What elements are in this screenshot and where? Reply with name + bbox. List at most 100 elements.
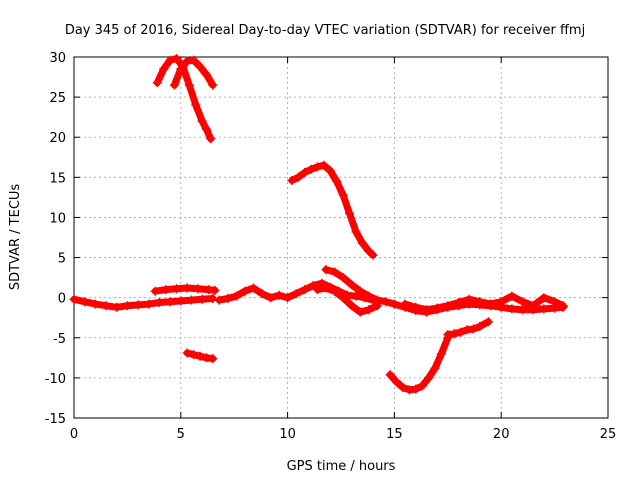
data-point [539,304,549,314]
data-point [122,301,132,311]
data-point [182,56,192,66]
data-point [486,299,495,309]
series-trace [288,161,377,259]
data-point [321,265,331,275]
data-point [214,295,224,305]
data-point [80,297,90,307]
data-point [172,284,181,294]
data-point [208,294,218,303]
data-point [206,134,216,144]
data-point [338,190,348,200]
series-trace [386,334,452,394]
data-point [518,305,528,315]
data-point [313,285,322,295]
series-arc-12 [400,291,568,315]
data-point [189,55,199,65]
data-point [191,100,201,110]
data-point [182,283,192,293]
data-point [392,377,401,387]
data-point [313,162,322,172]
series-trace [401,292,567,314]
x-tick-label: 20 [493,427,510,442]
data-point [351,227,361,237]
data-point [197,294,207,304]
data-point [257,289,267,299]
y-tick-label: 30 [49,51,66,66]
series-arc-3 [182,348,218,364]
data-point [351,291,361,301]
data-point [321,283,331,293]
data-point [330,286,340,296]
data-point [291,289,301,299]
data-point [133,300,143,310]
series-arc-4 [287,160,378,260]
data-point [248,283,258,293]
data-point [411,384,421,394]
y-tick-label: 0 [58,292,66,307]
data-point [154,298,164,307]
y-tick-label: 5 [58,252,66,267]
data-point [449,329,459,339]
series-trace [153,55,215,143]
data-point [330,267,340,277]
data-point [355,307,365,317]
data-point [197,116,207,126]
data-point [161,285,171,295]
data-point [443,301,453,311]
data-point [454,298,463,307]
data-point [189,350,199,360]
data-point [357,238,367,248]
data-point [287,176,297,185]
data-point [364,291,374,301]
series-arc-6 [443,317,493,340]
y-tick-label: -15 [45,412,66,427]
data-point [266,293,275,303]
data-point [539,293,549,303]
data-point [90,299,100,309]
y-tick-label: 10 [49,211,66,226]
data-point [165,55,175,65]
data-point [101,301,111,311]
data-point [338,293,348,303]
data-point [347,280,357,290]
data-point [496,297,506,307]
series-arc-2 [169,55,218,90]
data-point [368,250,378,260]
data-point [283,293,293,303]
data-point [325,166,335,176]
x-tick-label: 5 [177,427,185,442]
data-point [306,164,316,174]
plot-frame [73,56,609,419]
data-point [308,281,318,291]
x-axis-ticks: 0 5 10 15 20 25 [70,57,616,442]
data-point [430,363,440,373]
data-point [345,208,354,218]
x-tick-label: 25 [600,427,617,442]
data-point [518,297,528,307]
data-point [176,296,186,306]
data-point [172,54,181,64]
data-point [558,301,568,311]
series-arc-7 [69,294,218,312]
data-point [417,381,427,391]
data-point [195,351,205,361]
series-arc-5 [385,333,453,395]
data-point [421,305,431,315]
data-marks [69,54,568,395]
data-point [398,383,408,392]
data-point [176,64,186,74]
y-tick-label: -10 [45,372,66,387]
y-axis-ticks: -15 -10 -5 0 5 10 15 20 25 30 [45,51,608,427]
data-point [274,290,284,300]
y-tick-label: 15 [49,171,66,186]
y-tick-label: 20 [49,131,66,146]
data-point [462,325,472,335]
data-point [159,64,169,74]
data-point [223,294,233,303]
data-point [475,297,485,307]
data-point [389,299,399,309]
data-point [364,246,374,256]
data-point [381,297,391,307]
data-point [400,299,410,309]
